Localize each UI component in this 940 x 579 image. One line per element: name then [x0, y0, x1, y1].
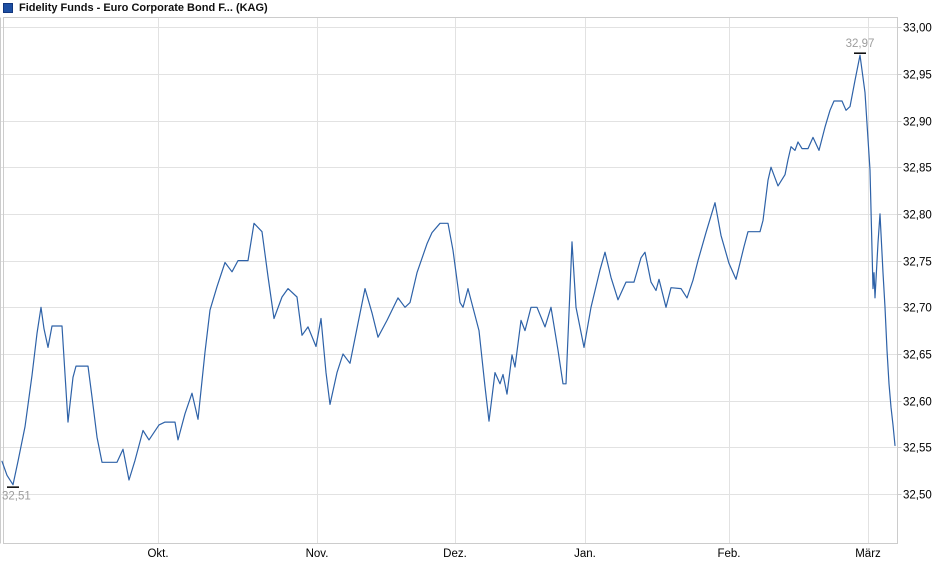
y-axis-label: 32,80	[903, 210, 932, 222]
y-axis-label: 32,65	[903, 350, 932, 362]
y-axis-label: 33,00	[903, 23, 932, 35]
series-legend-swatch-icon	[3, 3, 13, 13]
y-axis-label: 32,70	[903, 303, 932, 315]
x-axis-label: März	[855, 548, 881, 560]
x-axis-label: Dez.	[443, 548, 467, 560]
high-annotation-label: 32,97	[846, 38, 875, 50]
y-axis-label: 32,85	[903, 163, 932, 175]
y-axis-label: 32,75	[903, 257, 932, 269]
y-axis-label: 32,50	[903, 490, 932, 502]
x-axis-label: Nov.	[306, 548, 329, 560]
low-annotation-label: 32,51	[2, 491, 31, 503]
y-axis-label: 32,55	[903, 443, 932, 455]
x-axis-label: Feb.	[717, 548, 740, 560]
x-axis-label: Jan.	[574, 548, 596, 560]
y-axis-label: 32,90	[903, 117, 932, 129]
price-line-series	[1, 54, 896, 486]
chart-header: Fidelity Funds - Euro Corporate Bond F..…	[3, 2, 268, 14]
chart-title: Fidelity Funds - Euro Corporate Bond F..…	[19, 2, 268, 14]
y-axis-label: 32,60	[903, 397, 932, 409]
x-axis-label: Okt.	[147, 548, 168, 560]
plot-border	[3, 17, 898, 544]
y-axis-label: 32,95	[903, 70, 932, 82]
